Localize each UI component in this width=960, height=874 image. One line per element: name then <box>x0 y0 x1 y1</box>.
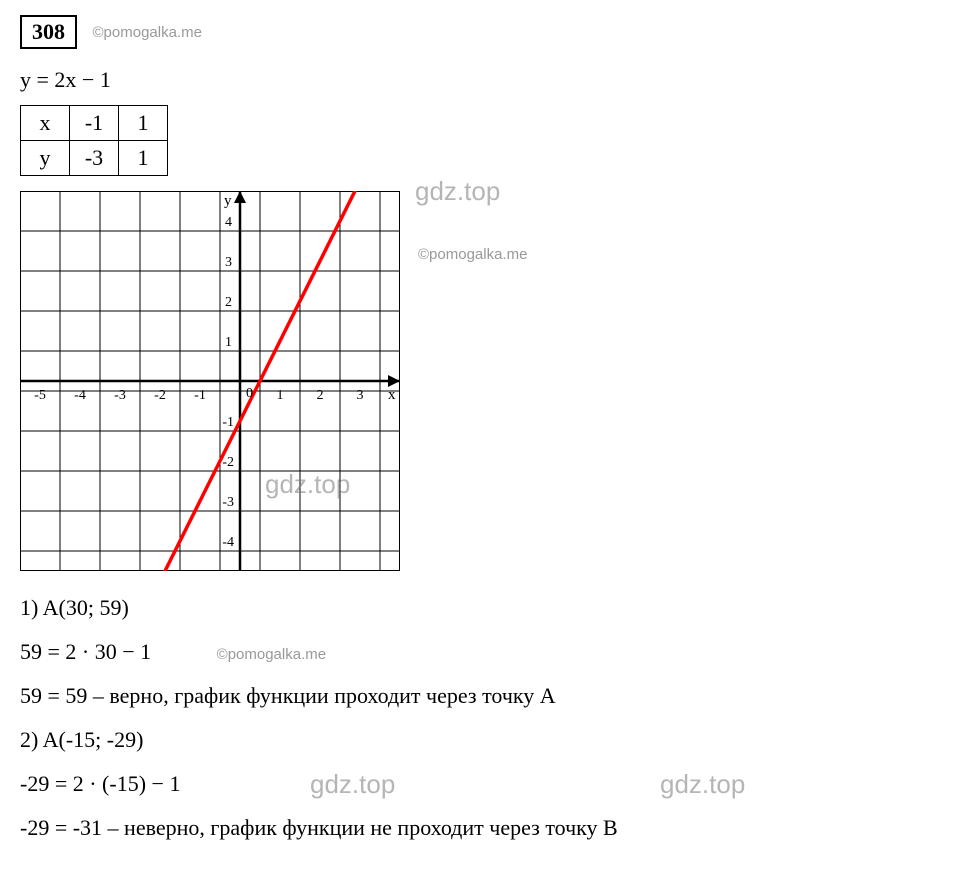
svg-text:2: 2 <box>225 295 232 310</box>
solution-line: 2) A(-15; -29) <box>20 727 940 753</box>
table-cell: y <box>21 141 70 176</box>
solution-line: 59 = 59 – верно, график функции проходит… <box>20 683 940 709</box>
table-cell: x <box>21 106 70 141</box>
svg-text:-1: -1 <box>222 415 234 430</box>
svg-text:3: 3 <box>357 388 364 403</box>
solution-text: -29 = 2 · (-15) − 1 <box>20 771 180 796</box>
solution-line: 59 = 2 · 30 − 1 ©pomogalka.me <box>20 639 940 665</box>
svg-text:-5: -5 <box>34 388 46 403</box>
table-cell: -3 <box>70 141 119 176</box>
chart-container: -5-4-3-2-101231234-1-2-3-4xy gdz.top ©po… <box>20 191 400 577</box>
problem-number: 308 <box>20 15 77 49</box>
solution-line: 1) A(30; 59) <box>20 595 940 621</box>
equation: y = 2x − 1 <box>20 67 940 93</box>
svg-text:-3: -3 <box>114 388 126 403</box>
watermark-gdz-3: gdz.top <box>310 769 395 800</box>
table-row: x -1 1 <box>21 106 168 141</box>
table-row: y -3 1 <box>21 141 168 176</box>
svg-text:x: x <box>388 387 396 403</box>
watermark-gdz-4: gdz.top <box>660 769 745 800</box>
watermark-gdz-1: gdz.top <box>415 176 500 207</box>
svg-text:-4: -4 <box>74 388 86 403</box>
watermark-pomogalka-3: ©pomogalka.me <box>217 646 326 663</box>
svg-text:-3: -3 <box>222 495 234 510</box>
table-cell: 1 <box>119 141 168 176</box>
svg-text:0: 0 <box>246 386 253 401</box>
svg-text:y: y <box>224 193 232 209</box>
solution-line: -29 = 2 · (-15) − 1 gdz.top gdz.top <box>20 771 940 797</box>
watermark-pomogalka-1: ©pomogalka.me <box>93 24 202 41</box>
table-cell: -1 <box>70 106 119 141</box>
watermark-pomogalka-2: ©pomogalka.me <box>418 246 527 263</box>
svg-text:3: 3 <box>225 255 232 270</box>
solution-line: -29 = -31 – неверно, график функции не п… <box>20 815 940 841</box>
svg-text:-4: -4 <box>222 535 234 550</box>
solution-text: 59 = 2 · 30 − 1 <box>20 639 151 664</box>
svg-text:-2: -2 <box>154 388 166 403</box>
svg-text:-1: -1 <box>194 388 206 403</box>
svg-text:4: 4 <box>225 215 232 230</box>
svg-text:2: 2 <box>317 388 324 403</box>
table-cell: 1 <box>119 106 168 141</box>
svg-text:1: 1 <box>277 388 284 403</box>
svg-text:-2: -2 <box>222 455 234 470</box>
line-chart: -5 -4 -3 -2 -1 0 1 2 3 1 2 3 4 -1 -2 -3 -4 x y <box>20 191 400 571</box>
svg-text:1: 1 <box>225 335 232 350</box>
xy-table: x -1 1 y -3 1 <box>20 105 168 176</box>
